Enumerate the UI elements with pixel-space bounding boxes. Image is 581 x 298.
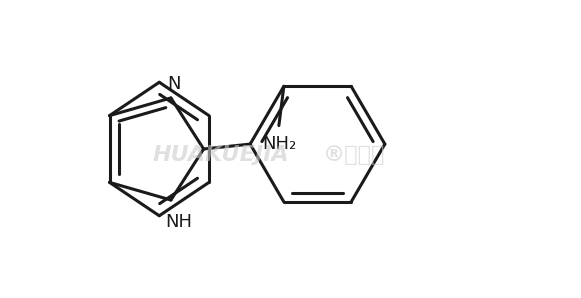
Text: NH₂: NH₂ <box>262 135 296 153</box>
Text: HUAKUEJIA: HUAKUEJIA <box>152 145 289 165</box>
Text: N: N <box>167 75 181 93</box>
Text: ®化学加: ®化学加 <box>323 145 386 165</box>
Text: NH: NH <box>166 212 192 231</box>
